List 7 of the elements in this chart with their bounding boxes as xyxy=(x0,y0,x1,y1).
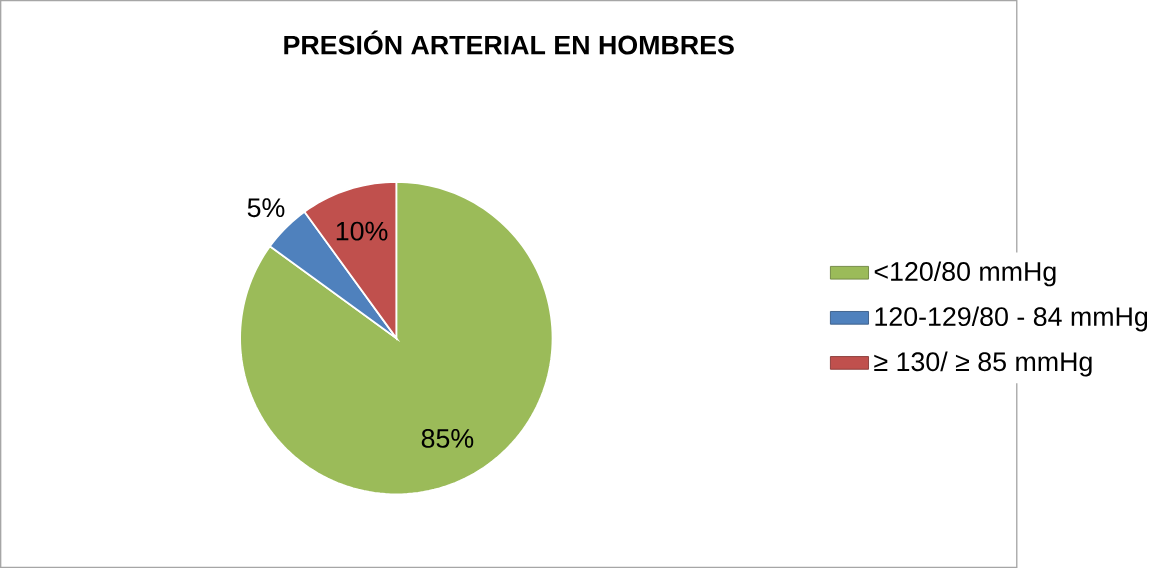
legend-label: ≥ 130/ ≥ 85 mmHg xyxy=(874,351,1092,377)
legend-label: 120-129/80 - 84 mmHg xyxy=(875,306,1148,332)
legend-label: <120/80 mmHg xyxy=(874,261,1056,287)
chart-title: PRESIÓN ARTERIAL EN HOMBRES xyxy=(284,30,734,55)
data-label: 10% xyxy=(336,221,388,241)
data-label: 85% xyxy=(421,428,474,448)
data-label: 5% xyxy=(247,198,285,218)
